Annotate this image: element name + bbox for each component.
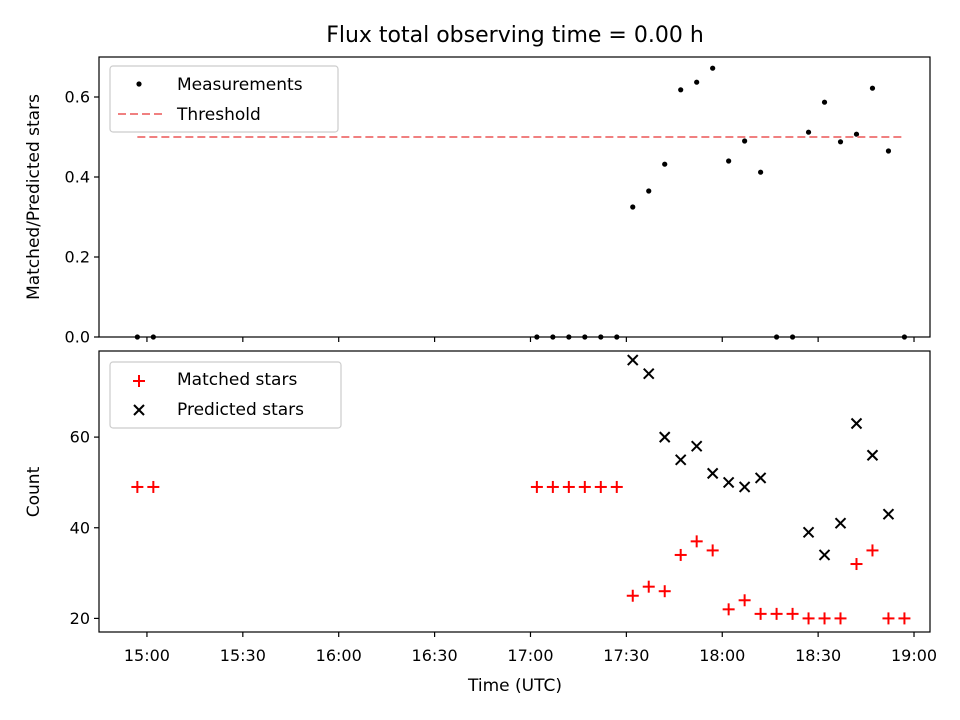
matched-star-point (658, 585, 671, 598)
matched-star-point (786, 607, 799, 620)
top-y-tick-label: 0.0 (65, 328, 90, 347)
top-y-tick-label: 0.6 (65, 88, 90, 107)
measurement-point (821, 99, 828, 105)
x-tick-label: 16:00 (316, 646, 362, 665)
matched-star-point (562, 480, 575, 493)
x-tick-label: 15:00 (124, 646, 170, 665)
chart-title: Flux total observing time = 0.00 h (326, 23, 704, 48)
matched-star-point (690, 535, 703, 548)
bottom-legend: Matched stars Predicted stars (109, 361, 342, 429)
legend-marker-measurements (136, 81, 142, 87)
matched-star-point (882, 612, 895, 625)
matched-star-point (754, 607, 767, 620)
bottom-marks (131, 354, 911, 625)
legend-marker-matched (133, 375, 145, 387)
x-axis-label: Time (UTC) (467, 676, 562, 696)
measurement-point (742, 138, 748, 144)
predicted-star-point (866, 449, 879, 461)
bottom-y-ticks: 20 40 60 (70, 428, 99, 628)
measurement-point (662, 161, 668, 167)
matched-star-point (642, 580, 655, 593)
measurement-point (630, 204, 636, 210)
predicted-star-point (850, 417, 863, 430)
top-legend: Measurements Threshold (109, 65, 339, 133)
matched-star-point (530, 480, 543, 493)
top-y-tick-label: 0.2 (65, 248, 90, 267)
top-panel: Matched/Predicted stars 0.0 0.2 0.4 0.6 Mea… (24, 56, 931, 347)
predicted-star-point (738, 481, 751, 493)
legend-label-matched: Matched stars (177, 370, 297, 390)
x-tick-label: 17:30 (603, 646, 649, 665)
legend-label-predicted: Predicted stars (177, 400, 304, 420)
x-tick-label: 18:30 (795, 646, 841, 665)
predicted-star-point (627, 354, 639, 366)
legend-marker-predicted (133, 404, 145, 416)
measurement-point (805, 129, 812, 135)
top-x-ticks (146, 337, 915, 342)
predicted-star-point (659, 431, 671, 443)
measurement-point (758, 169, 764, 175)
predicted-star-point (818, 549, 831, 561)
predicted-star-point (754, 472, 767, 484)
predicted-star-point (834, 517, 847, 529)
measurement-point (837, 139, 844, 145)
matched-star-point (147, 480, 160, 493)
bottom-y-tick-label: 60 (70, 428, 90, 447)
matched-star-point (818, 612, 831, 625)
bottom-x-ticks: 15:00 15:30 16:00 16:30 17:00 17:30 18:00 18:30… (124, 632, 937, 665)
measurement-point (869, 85, 876, 91)
x-tick-label: 17:00 (507, 646, 553, 665)
matched-star-point (802, 612, 815, 625)
bottom-y-tick-label: 40 (70, 518, 90, 537)
predicted-star-point (722, 476, 735, 489)
predicted-star-point (706, 467, 719, 480)
legend-label-threshold: Threshold (176, 105, 261, 125)
top-y-axis-label: Matched/Predicted stars (24, 94, 44, 300)
x-tick-label: 16:30 (412, 646, 458, 665)
predicted-star-point (802, 526, 815, 538)
top-axes-frame (98, 56, 931, 338)
matched-star-point (610, 480, 623, 493)
predicted-star-point (882, 508, 895, 520)
measurement-point (710, 65, 716, 71)
predicted-star-point (643, 367, 655, 380)
bottom-axes-frame (98, 350, 931, 633)
matched-star-point (674, 548, 687, 561)
matched-star-point (850, 558, 863, 571)
top-y-ticks: 0.0 0.2 0.4 0.6 (65, 88, 99, 347)
matched-star-point (131, 480, 144, 493)
matched-star-point (770, 607, 783, 620)
matched-star-point (834, 612, 847, 625)
measurement-point (678, 87, 684, 93)
measurement-point (646, 188, 652, 194)
measurement-point (853, 131, 860, 137)
predicted-star-point (690, 440, 703, 452)
top-legend-box (109, 65, 339, 133)
matched-star-point (722, 603, 735, 616)
matched-star-point (898, 612, 911, 625)
measurement-point (694, 79, 700, 85)
matched-star-point (546, 480, 559, 493)
matched-star-point (578, 480, 591, 493)
bottom-y-axis-label: Count (24, 466, 44, 517)
measurement-point (726, 158, 732, 164)
bottom-y-tick-label: 20 (70, 609, 90, 628)
legend-label-measurements: Measurements (177, 75, 303, 95)
matched-star-point (594, 480, 607, 493)
measurement-point (885, 148, 892, 154)
matched-star-point (626, 589, 639, 602)
matched-star-point (706, 544, 719, 557)
x-tick-label: 18:00 (699, 646, 745, 665)
matched-star-point (866, 544, 879, 557)
predicted-star-point (674, 454, 687, 466)
top-y-tick-label: 0.4 (65, 168, 90, 187)
matched-star-point (738, 594, 751, 607)
x-tick-label: 19:00 (891, 646, 937, 665)
x-tick-label: 15:30 (220, 646, 266, 665)
bottom-legend-box (109, 361, 342, 429)
